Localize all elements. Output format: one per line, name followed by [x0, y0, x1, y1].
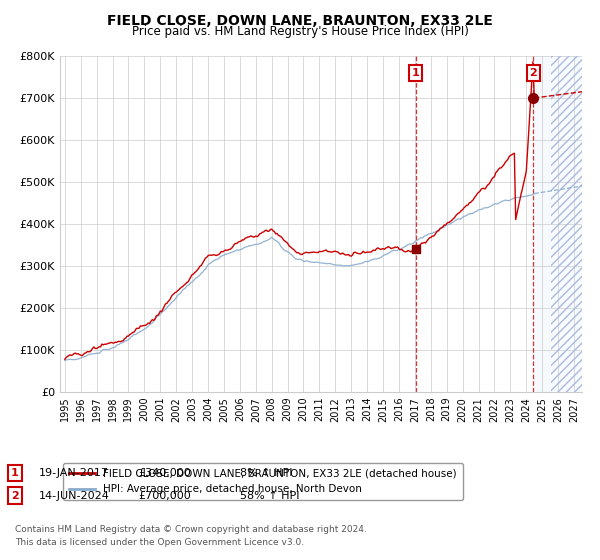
Bar: [551, 56, 582, 392]
Text: 2: 2: [11, 491, 19, 501]
Bar: [534, 56, 551, 392]
Text: 19-JAN-2017: 19-JAN-2017: [39, 468, 109, 478]
Bar: [551, 56, 582, 392]
Text: 58% ↑ HPI: 58% ↑ HPI: [240, 491, 299, 501]
Text: This data is licensed under the Open Government Licence v3.0.: This data is licensed under the Open Gov…: [15, 538, 304, 547]
Text: £700,000: £700,000: [138, 491, 191, 501]
Legend: FIELD CLOSE, DOWN LANE, BRAUNTON, EX33 2LE (detached house), HPI: Average price,: FIELD CLOSE, DOWN LANE, BRAUNTON, EX33 2…: [62, 463, 463, 501]
Text: FIELD CLOSE, DOWN LANE, BRAUNTON, EX33 2LE: FIELD CLOSE, DOWN LANE, BRAUNTON, EX33 2…: [107, 14, 493, 28]
Text: 1: 1: [412, 68, 419, 78]
Text: £340,000: £340,000: [138, 468, 191, 478]
Text: Contains HM Land Registry data © Crown copyright and database right 2024.: Contains HM Land Registry data © Crown c…: [15, 525, 367, 534]
Text: 8% ↑ HPI: 8% ↑ HPI: [240, 468, 293, 478]
Text: Price paid vs. HM Land Registry's House Price Index (HPI): Price paid vs. HM Land Registry's House …: [131, 25, 469, 38]
Text: 2: 2: [530, 68, 538, 78]
Text: 14-JUN-2024: 14-JUN-2024: [39, 491, 110, 501]
Text: 1: 1: [11, 468, 19, 478]
